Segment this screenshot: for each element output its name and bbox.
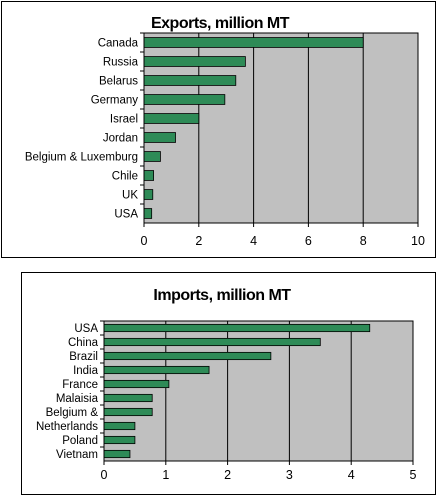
exports-bar [143,56,246,67]
exports-chart-panel: Exports, million MT 0 2 4 6 8 10 Canada Russia Be… [1,1,436,258]
exports-bar [143,75,237,86]
imports-bar [103,421,136,431]
imports-category-label: USA [74,323,98,335]
exports-bar [143,208,153,219]
imports-category-label: Poland [62,435,98,447]
imports-chart-panel: Imports, million MT 0 1 2 3 4 5 USA China Brazil I… [21,272,436,495]
exports-bar [143,132,176,143]
imports-x-tick-label: 4 [348,468,355,482]
exports-bar [143,37,364,48]
imports-bar [103,337,321,347]
exports-category-label: USA [114,209,138,221]
exports-category-label: UK [122,190,138,202]
imports-chart-title: Imports, million MT [153,287,291,304]
imports-x-tick-label: 3 [286,468,293,482]
imports-x-tick-label: 2 [224,468,231,482]
imports-bar [103,435,136,445]
exports-bar [143,189,154,200]
imports-bar [103,379,170,389]
exports-category-label: Belarus [99,76,138,88]
exports-bar [143,94,226,105]
exports-category-label: Belgium & Luxemburg [25,152,138,164]
imports-x-tick-label: 1 [162,468,169,482]
exports-x-tick-label: 4 [250,234,257,248]
imports-category-label: China [68,337,99,349]
exports-chart-title: Exports, million MT [151,15,290,32]
imports-category-label: India [73,365,99,377]
exports-x-tick-label: 10 [411,234,425,248]
exports-category-label: Israel [110,114,138,126]
imports-bar [103,365,210,375]
exports-category-label: Russia [103,57,139,69]
imports-x-tick-label: 5 [410,468,417,482]
imports-plot-border [103,320,414,462]
imports-category-label: Brazil [69,351,98,363]
imports-category-label: Netherlands [36,421,98,433]
imports-category-label: Vietnam [56,449,98,461]
exports-chart: Exports, million MT 0 2 4 6 8 10 Canada Russia Be… [25,15,425,248]
exports-category-label: Germany [91,95,139,107]
exports-bar [143,151,161,162]
exports-category-label: Jordan [103,133,138,145]
exports-category-label: Canada [98,38,139,50]
imports-bar [103,449,131,459]
exports-x-tick-label: 8 [360,234,367,248]
imports-category-label: Malaisia [56,393,99,405]
imports-bar [103,323,371,333]
imports-chart: Imports, million MT 0 1 2 3 4 5 USA China Brazil I… [36,287,417,482]
exports-x-tick-label: 2 [195,234,202,248]
exports-bar [143,170,154,181]
imports-category-label: Belgium & [46,407,99,419]
imports-category-label: France [62,379,98,391]
imports-bar [103,407,153,417]
imports-bar [103,393,153,403]
exports-bar [143,113,200,124]
exports-x-tick-label: 6 [305,234,312,248]
exports-category-label: Chile [112,171,138,183]
imports-bar [103,351,272,361]
imports-x-tick-label: 0 [101,468,108,482]
exports-x-tick-label: 0 [141,234,148,248]
exports-plot-border [143,32,419,224]
